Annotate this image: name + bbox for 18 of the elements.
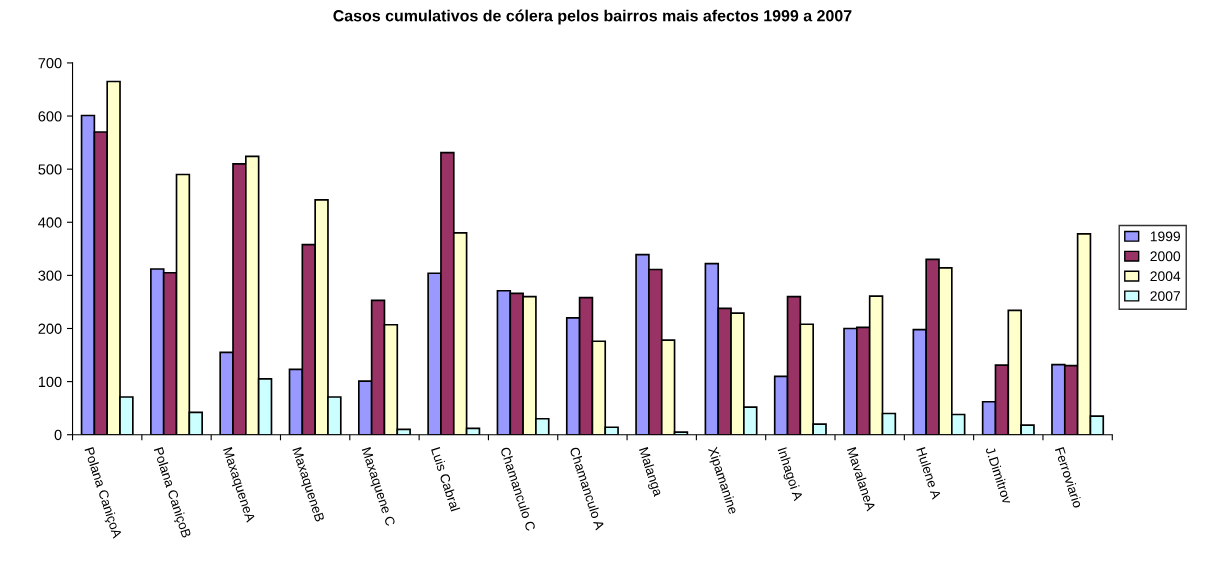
legend-label: 2004 <box>1150 271 1181 282</box>
x-tick-label: Malanga <box>636 446 664 498</box>
legend-label: 2000 <box>1150 251 1181 262</box>
x-tick-label: Polana CaniçoA <box>81 446 123 540</box>
y-tick-label: 200 <box>38 323 62 334</box>
x-tick-label: Hulene A <box>916 446 942 500</box>
y-tick-label: 100 <box>38 376 62 388</box>
chart-title: Casos cumulativos de cólera pelos bairros mais afectos 1999 a 2007 <box>333 9 852 25</box>
y-tick-label: 500 <box>38 164 62 175</box>
y-tick-label: 600 <box>38 111 62 122</box>
x-tick-label: Inhagoi A <box>775 447 804 502</box>
y-tick-label: 300 <box>38 270 62 281</box>
legend-label: 1999 <box>1150 231 1181 242</box>
y-tick-label: 400 <box>38 217 62 228</box>
legend-label: 2007 <box>1150 291 1180 301</box>
y-tick-label: 0 <box>54 429 62 441</box>
x-tick-label: Luis Cabral <box>431 446 461 512</box>
y-tick-label: 700 <box>38 58 62 69</box>
